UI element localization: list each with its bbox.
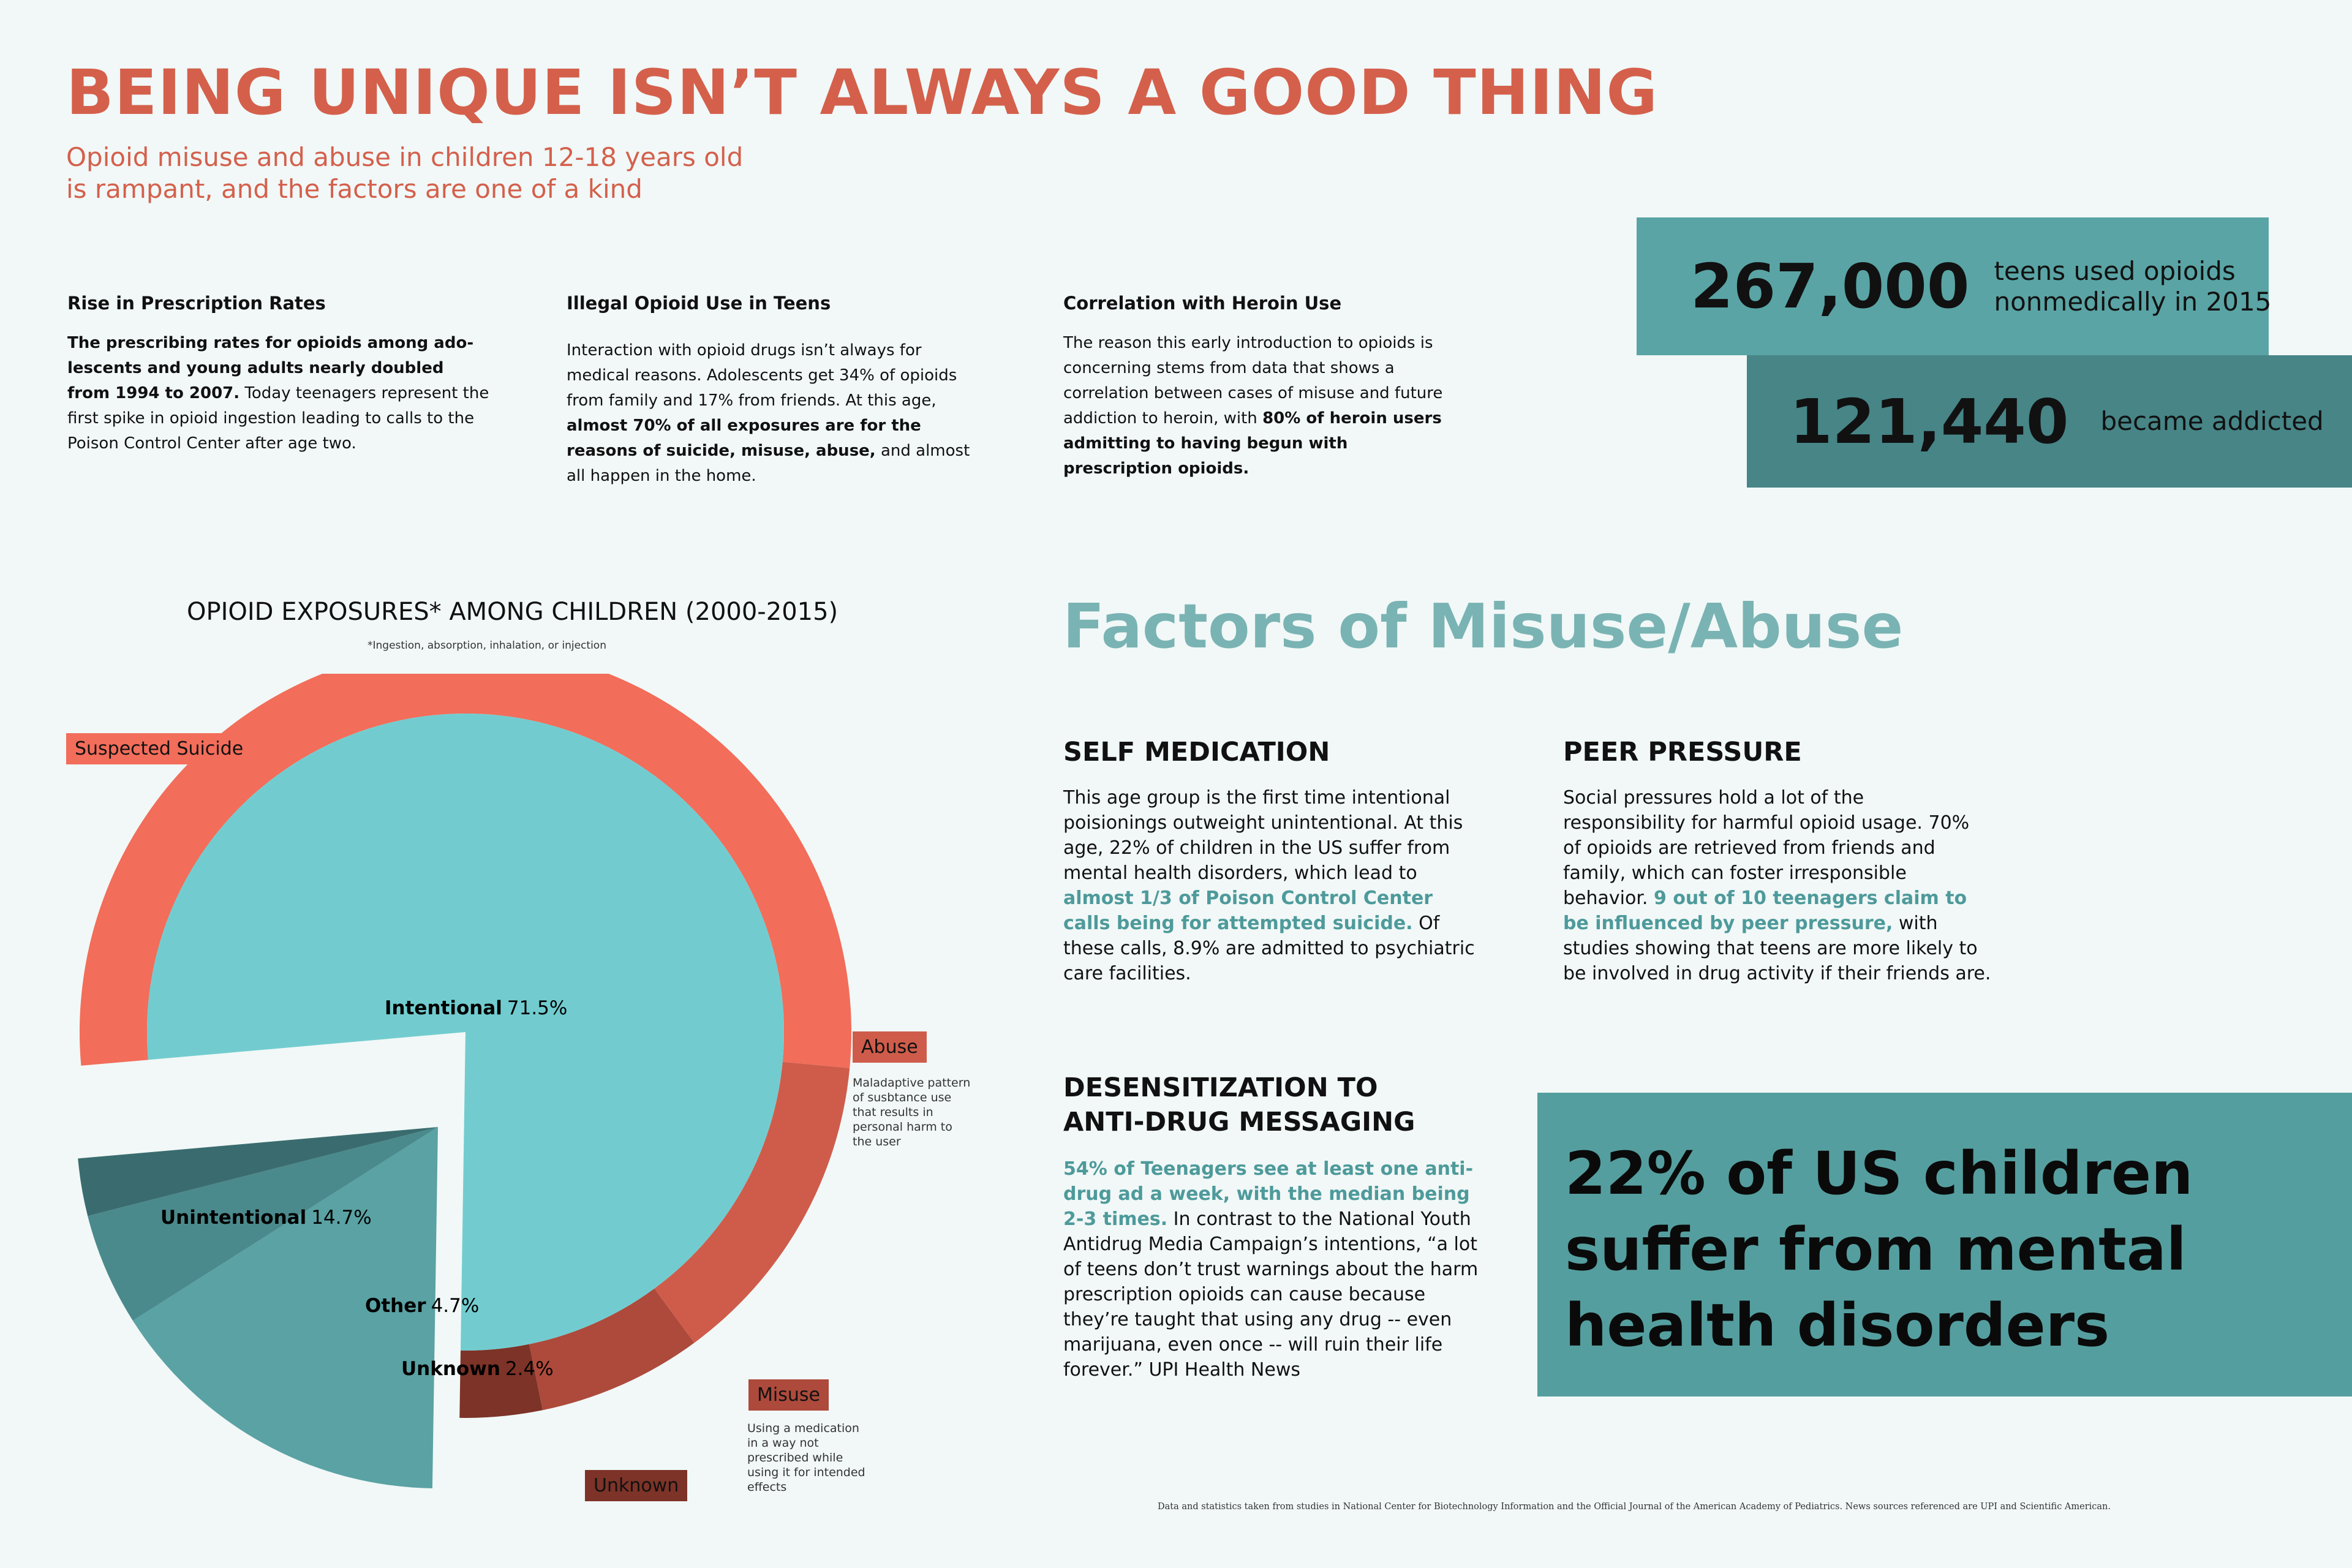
pie-slice-intentional [147, 714, 785, 1351]
page-title: BEING UNIQUE ISN’T ALWAYS A GOOD THING [66, 56, 1659, 129]
column-text: The reason this early introduction to op… [1063, 334, 1443, 428]
chart-title: OPIOID EXPOSURES* AMONG CHILDREN (2000-2… [187, 598, 839, 626]
pie-slice-unknown [78, 1127, 439, 1216]
mental-health-callout: 22% of US children suffer from mental he… [1537, 1093, 2352, 1396]
stat-number: 267,000 [1691, 251, 1970, 322]
stat-box-became-addicted: 121,440 became addicted [1747, 355, 2352, 488]
column-heading-prescription-rates: Rise in Prescription Rates [67, 293, 326, 314]
factor-body-self-medication: This age group is the first time intenti… [1063, 785, 1480, 986]
column-body-illegal-use: Interaction with opioid drugs isn’t alwa… [567, 338, 989, 489]
column-heading-heroin: Correlation with Heroin Use [1063, 293, 1342, 314]
factor-heading-line: ANTI-DRUG MESSAGING [1063, 1107, 1415, 1137]
factor-heading-line: DESENSITIZATION TO [1063, 1072, 1378, 1103]
ring-segment-abuse [654, 1061, 850, 1343]
factor-highlight: 54% of Teenagers see at least one anti-d… [1063, 1158, 1474, 1230]
factor-text: In contrast to the National Youth Antidr… [1063, 1208, 1479, 1381]
factor-highlight: 9 out of 10 teenagers claim to be influe… [1563, 888, 1967, 934]
chart-description-abuse: Maladaptive pattern of susbtance use tha… [853, 1076, 971, 1148]
ring-segment-misuse [529, 1288, 695, 1411]
callout-line: health disorders [1565, 1291, 2110, 1360]
callout-line: 22% of US children [1565, 1139, 2193, 1208]
factor-text: Social pressures hold a lot of the respo… [1563, 787, 1970, 909]
pie-slice-unintentional [132, 1127, 438, 1488]
factor-text: Of these calls, 8.9% are admitted to psy… [1063, 913, 1475, 984]
column-body-heroin: The reason this early introduction to op… [1063, 331, 1455, 481]
factor-text: This age group is the first time intenti… [1063, 787, 1463, 884]
factor-body-desensitization: 54% of Teenagers see at least one anti-d… [1063, 1156, 1486, 1382]
column-heading-illegal-use: Illegal Opioid Use in Teens [567, 293, 831, 314]
stat-caption: became addicted [2100, 406, 2324, 436]
factor-heading-self-medication: SELF MEDICATION [1063, 737, 1330, 767]
chart-tag-unknown: Unknown [585, 1470, 688, 1501]
factors-title: Factors of Misuse/Abuse [1063, 590, 1904, 662]
factor-highlight: almost 1/3 of Poison Control Center call… [1063, 888, 1433, 934]
ring-segment-unknown [459, 1344, 543, 1418]
column-bold-text: The prescribing rates for opioids among … [67, 334, 474, 402]
chart-footnote: *Ingestion, absorption, inhalation, or i… [368, 639, 606, 652]
pie-label-unknown: Unknown 2.4% [401, 1358, 554, 1380]
factor-heading-peer-pressure: PEER PRESSURE [1563, 737, 1802, 767]
page-subtitle-line1: Opioid misuse and abuse in children 12-1… [66, 142, 744, 172]
factor-text: with studies showing that teens are more… [1563, 913, 1991, 984]
stat-caption-line: nonmedically in 2015 [1994, 286, 2272, 317]
chart-tag-suspected-suicide: Suspected Suicide [66, 733, 252, 764]
stat-number: 121,440 [1790, 385, 2069, 458]
callout-line: suffer from mental [1565, 1215, 2187, 1284]
factor-heading-desensitization: DESENSITIZATION TO ANTI-DRUG MESSAGING [1063, 1071, 1415, 1139]
column-bold-text: 80% of heroin users admitting to having … [1063, 409, 1442, 478]
pie-label-intentional: Intentional 71.5% [385, 997, 567, 1019]
pie-label-other: Other 4.7% [365, 1295, 479, 1317]
stat-box-teens-used: 267,000 teens used opioids nonmedically … [1637, 217, 2271, 355]
column-body-prescription-rates: The prescribing rates for opioids among … [67, 331, 490, 456]
column-text: and almost all happen in the home. [567, 442, 970, 485]
pie-slice-other [88, 1127, 438, 1321]
stat-caption-line: teens used opioids [1994, 255, 2236, 286]
opioid-exposure-pie-chart: Intentional 71.5% Unintentional 14.7% Othe… [78, 674, 851, 1488]
column-bold-text: almost 70% of all exposures are for the … [567, 417, 921, 460]
page-subtitle-line2: is rampant, and the factors are one of a… [66, 174, 643, 204]
chart-tag-abuse: Abuse [853, 1031, 927, 1063]
column-text: Today teenagers represent the first spik… [67, 384, 489, 453]
stat-caption: teens used opioids nonmedically in 2015 [1994, 256, 2271, 317]
factor-body-peer-pressure: Social pressures hold a lot of the respo… [1563, 785, 1992, 986]
column-text: Interaction with opioid drugs isn’t alwa… [567, 341, 957, 410]
chart-description-misuse: Using a medication in a way not prescrib… [747, 1422, 865, 1494]
pie-label-unintentional: Unintentional 14.7% [160, 1207, 372, 1229]
ring-segment-suspected-suicide [80, 674, 851, 1068]
chart-tag-misuse: Misuse [748, 1379, 829, 1411]
callout-text: 22% of US children suffer from mental he… [1565, 1136, 2193, 1363]
sources-footer: Data and statistics taken from studies i… [1158, 1502, 2111, 1512]
